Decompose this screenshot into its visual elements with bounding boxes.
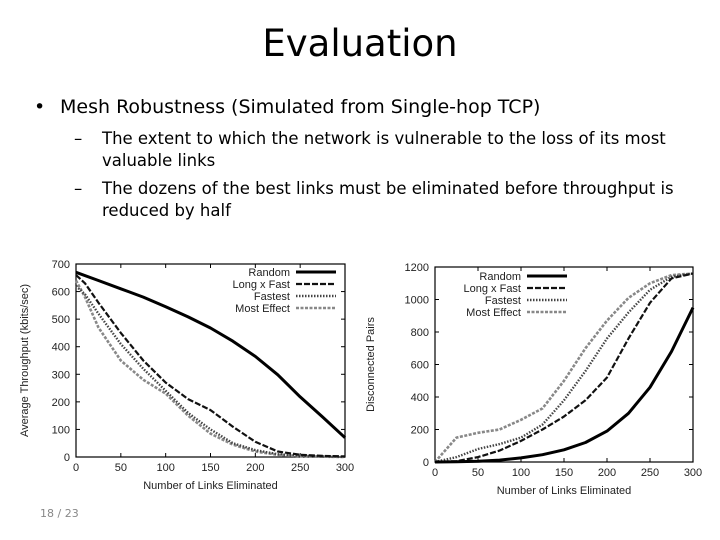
y-tick-label: 0	[64, 452, 70, 464]
sub-bullet-dash: –	[74, 179, 83, 198]
legend-label: Long x Fast	[233, 279, 290, 291]
series-line-random	[434, 306, 695, 464]
x-tick-label: 50	[472, 467, 484, 479]
y-tick-label: 200	[52, 397, 70, 409]
x-tick-label: 150	[201, 462, 219, 474]
plot-frame	[75, 263, 346, 458]
series-line-most-effect	[434, 272, 694, 463]
y-tick-label: 600	[411, 360, 429, 372]
y-tick-label: 1000	[405, 295, 429, 307]
bullet-dot: •	[34, 96, 46, 118]
disconnected-pairs-chart: 0 200 400 600 800 1000 1200 0 50 100 150 200 250 300 N…	[365, 262, 702, 497]
page-number: 18 / 23	[40, 507, 79, 520]
main-bullet-text: Mesh Robustness (Simulated from Single-h…	[60, 96, 541, 118]
legend-label: Most Effect	[235, 303, 290, 315]
sub-bullet-dash: –	[74, 129, 83, 148]
x-tick-label: 200	[598, 467, 616, 479]
legend-label: Most Effect	[466, 307, 521, 319]
y-tick-label: 600	[52, 287, 70, 299]
y-tick-label: 400	[411, 392, 429, 404]
sub-bullet-text: The dozens of the best links must be eli…	[102, 179, 674, 220]
x-axis-label: Number of Links Eliminated	[497, 485, 632, 497]
legend-label: Random	[479, 271, 521, 283]
y-tick-label: 500	[52, 314, 70, 326]
slide-title: Evaluation	[262, 22, 458, 65]
x-tick-label: 250	[291, 462, 309, 474]
y-tick-label: 700	[52, 259, 70, 271]
throughput-chart: 0 100 200 300 400 500 600 700 0 50 100 150 200 250 300…	[19, 259, 354, 492]
y-axis-label: Disconnected Pairs	[365, 317, 377, 412]
main-bullet: • Mesh Robustness (Simulated from Single-…	[34, 96, 540, 118]
x-tick-label: 150	[555, 467, 573, 479]
series-line-long-x-fast	[75, 274, 346, 458]
y-axis-label: Average Throughput (kbits/sec)	[19, 284, 31, 437]
x-tick-label: 100	[156, 462, 174, 474]
x-tick-label: 0	[73, 462, 79, 474]
legend-label: Random	[248, 267, 290, 279]
y-tick-label: 1200	[405, 262, 429, 274]
legend-label: Fastest	[254, 291, 290, 303]
y-tick-label: 0	[423, 457, 429, 469]
y-tick-label: 400	[52, 342, 70, 354]
x-tick-label: 100	[512, 467, 530, 479]
legend-label: Fastest	[485, 295, 521, 307]
y-tick-label: 800	[411, 327, 429, 339]
x-tick-label: 0	[432, 467, 438, 479]
series-line-fastest	[75, 285, 346, 458]
legend-label: Long x Fast	[464, 283, 521, 295]
x-tick-label: 250	[641, 467, 659, 479]
x-tick-label: 300	[336, 462, 354, 474]
y-tick-label: 200	[411, 425, 429, 437]
sub-bullet: – The dozens of the best links must be e…	[74, 178, 674, 222]
sub-bullet-list: – The extent to which the network is vul…	[74, 128, 674, 228]
x-tick-label: 50	[115, 462, 127, 474]
y-tick-label: 300	[52, 369, 70, 381]
sub-bullet: – The extent to which the network is vul…	[74, 128, 674, 172]
sub-bullet-text: The extent to which the network is vulne…	[102, 129, 666, 170]
series-line-long-x-fast	[434, 272, 694, 464]
series-line-fastest	[434, 272, 694, 464]
x-axis-label: Number of Links Eliminated	[143, 480, 278, 492]
x-tick-label: 300	[684, 467, 702, 479]
x-tick-label: 200	[246, 462, 264, 474]
y-tick-label: 100	[52, 424, 70, 436]
series-line-random	[75, 270, 347, 439]
